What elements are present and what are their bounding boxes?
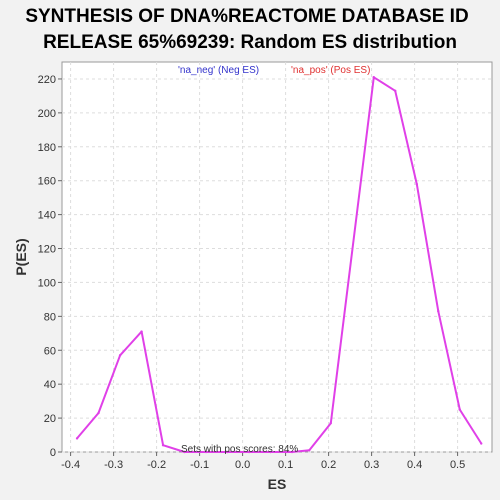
chart-title-line1: SYNTHESIS OF DNA%REACTOME DATABASE ID [25, 6, 468, 27]
y-tick-label: 40 [44, 379, 56, 391]
data-point [140, 330, 143, 333]
data-point [75, 437, 79, 440]
y-tick-label: 100 [38, 277, 56, 289]
data-point [394, 89, 397, 93]
y-tick-label: 200 [38, 108, 56, 120]
data-point [372, 76, 375, 79]
y-tick-label: 140 [38, 210, 56, 222]
x-tick-label: -0.1 [190, 459, 209, 471]
data-point [329, 421, 332, 425]
data-point [161, 444, 165, 447]
x-tick-label: -0.2 [147, 459, 166, 471]
data-point [226, 450, 229, 454]
data-point [308, 449, 311, 452]
x-tick-label: -0.3 [104, 459, 123, 471]
y-tick-label: 180 [38, 142, 56, 154]
data-point [415, 182, 418, 186]
x-axis-label: ES [268, 476, 287, 492]
data-point [458, 408, 461, 411]
y-tick-label: 0 [50, 447, 56, 459]
data-point [437, 310, 440, 313]
y-tick-label: 160 [38, 176, 56, 188]
grid-lines [62, 62, 492, 453]
data-point [269, 450, 272, 454]
data-point [118, 354, 122, 357]
x-axis-ticks: -0.4 -0.3 -0.2 -0.1 0.0 0.1 0.2 0.3 0.4 0.5 [61, 452, 465, 471]
pos-scores-annotation: Sets with pos scores: 84% [181, 444, 298, 455]
x-tick-label: 0.4 [407, 459, 422, 471]
plot-area [61, 61, 493, 453]
y-tick-label: 220 [38, 74, 56, 86]
legend-entry-pos: 'na_pos' (Pos ES) [291, 65, 370, 76]
x-tick-label: 0.3 [364, 459, 379, 471]
legend-entry-neg: 'na_neg' (Neg ES) [178, 65, 259, 76]
data-point [247, 450, 251, 454]
y-tick-label: 80 [44, 311, 56, 323]
y-tick-label: 20 [44, 413, 56, 425]
chart-title-line2: RELEASE 65%69239: Random ES distribution [43, 32, 457, 53]
data-point [290, 450, 294, 454]
y-tick-label: 120 [38, 244, 56, 256]
x-tick-label: 0.5 [450, 459, 465, 471]
data-point [204, 450, 208, 454]
y-axis-label: P(ES) [13, 238, 29, 275]
x-tick-label: -0.4 [61, 459, 80, 471]
data-point [480, 442, 483, 445]
x-tick-label: 0.1 [278, 459, 293, 471]
data-point [97, 411, 100, 415]
x-tick-label: 0.2 [321, 459, 336, 471]
y-tick-label: 60 [44, 345, 56, 357]
x-tick-label: 0.0 [235, 459, 250, 471]
data-point [183, 450, 186, 454]
series-layer [75, 76, 483, 454]
y-axis-ticks: 0 20 40 60 80 100 120 140 160 180 200 220 [38, 74, 62, 459]
